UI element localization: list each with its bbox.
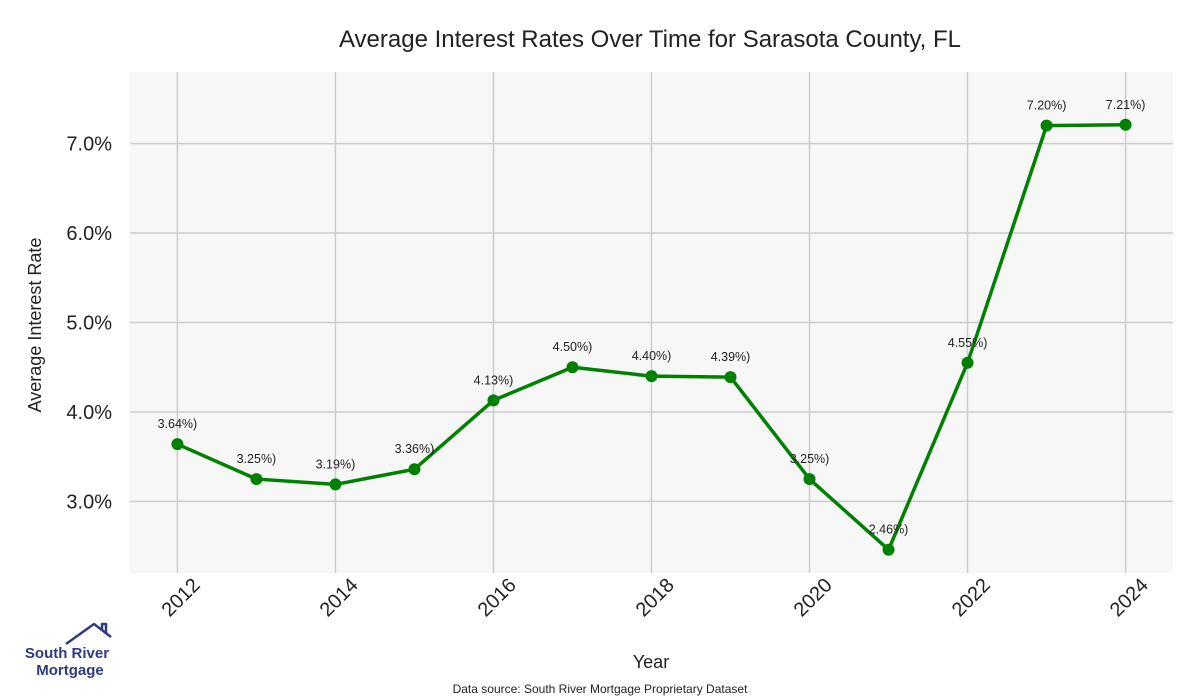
data-point [566, 361, 579, 374]
y-axis-label: Average Interest Rate [25, 238, 45, 413]
data-point [645, 370, 658, 383]
data-point [1040, 119, 1053, 132]
x-axis-ticks: 2012 2014 2016 2018 2020 2022 2024 [158, 574, 1153, 621]
y-tick-label: 6.0% [66, 223, 112, 245]
data-labels: 3.64%) 3.25%) 3.19%) 3.36%) 4.13%) 4.50%) 4.40… [158, 98, 1146, 537]
x-tick-label: 2012 [158, 574, 205, 621]
data-source-note: Data source: South River Mortgage Propri… [453, 682, 748, 696]
x-axis-label: Year [633, 652, 669, 672]
y-tick-label: 5.0% [66, 313, 112, 335]
grid-lines [130, 72, 1173, 573]
data-point [408, 463, 421, 476]
data-label: 7.21%) [1106, 98, 1146, 112]
data-point [1119, 118, 1132, 131]
y-tick-label: 4.0% [66, 402, 112, 424]
x-tick-label: 2016 [474, 574, 521, 621]
logo-line-2: Mortgage [36, 662, 104, 679]
data-label: 4.55%) [948, 336, 988, 350]
data-label: 4.13%) [474, 373, 514, 387]
y-axis-ticks: 3.0% 4.0% 5.0% 6.0% 7.0% [66, 134, 112, 514]
data-points [171, 118, 1132, 556]
south-river-mortgage-logo: South River Mortgage [25, 622, 112, 679]
data-point [961, 356, 974, 369]
data-point [724, 371, 737, 384]
data-label: 4.39%) [711, 350, 751, 364]
data-label: 3.64%) [158, 417, 198, 431]
data-label: 3.25%) [237, 452, 277, 466]
data-point [803, 473, 816, 486]
y-tick-label: 3.0% [66, 491, 112, 513]
data-point [250, 473, 263, 486]
data-point [329, 478, 342, 491]
data-label: 2.46%) [869, 523, 909, 537]
x-tick-label: 2020 [790, 574, 837, 621]
data-label: 3.19%) [316, 457, 356, 471]
x-tick-label: 2022 [948, 574, 995, 621]
data-point [487, 394, 500, 407]
data-label: 3.36%) [395, 442, 435, 456]
data-label: 4.40%) [632, 349, 672, 363]
chart-title: Average Interest Rates Over Time for Sar… [339, 26, 961, 53]
data-label: 4.50%) [553, 340, 593, 354]
data-point [171, 438, 184, 451]
data-label: 7.20%) [1027, 99, 1067, 113]
x-tick-label: 2024 [1106, 574, 1153, 621]
y-tick-label: 7.0% [66, 134, 112, 156]
data-point [882, 543, 895, 556]
x-tick-label: 2018 [632, 574, 679, 621]
x-tick-label: 2014 [316, 574, 363, 621]
data-label: 3.25%) [790, 452, 830, 466]
house-roof-icon [65, 622, 112, 646]
logo-line-1: South River [25, 645, 109, 662]
